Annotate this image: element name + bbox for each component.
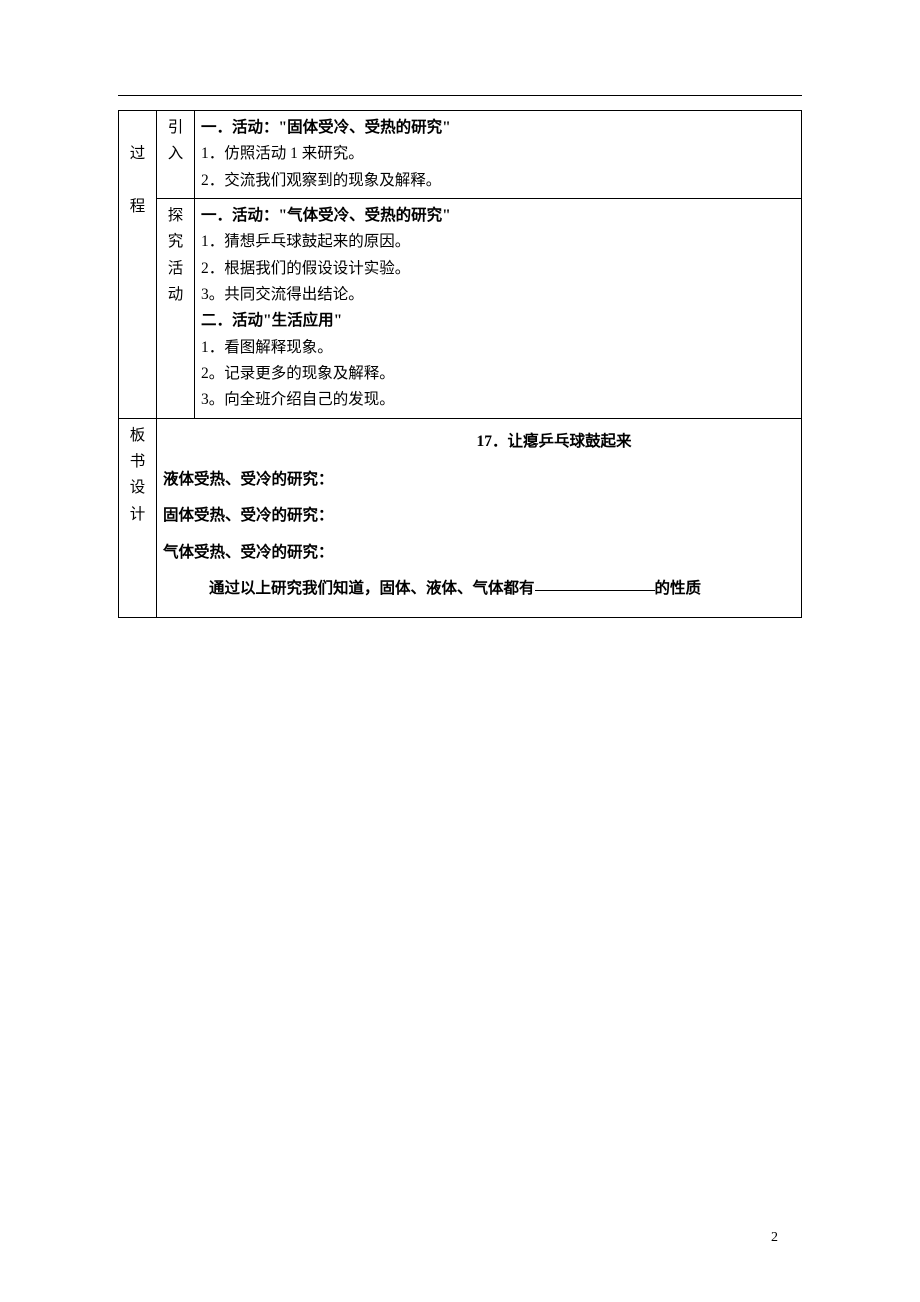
explore-label: 探究活动: [157, 199, 195, 419]
board-line: 气体受热、受冷的研究：: [163, 540, 795, 566]
explore-content: 一．活动："气体受冷、受热的研究" 1．猜想乒乓球鼓起来的原因。 2．根据我们的…: [195, 199, 802, 419]
col1-text: 过程: [130, 145, 146, 215]
process-label: 过程: [119, 111, 157, 419]
content-line: 1．猜想乒乓球鼓起来的原因。: [201, 229, 795, 255]
content-line: 2。记录更多的现象及解释。: [201, 361, 795, 387]
content-line: 1．仿照活动 1 来研究。: [201, 141, 795, 167]
table-row: 板书设计 17．让瘪乒乓球鼓起来 液体受热、受冷的研究： 固体受热、受冷的研究：…: [119, 418, 802, 617]
content-line: 2．根据我们的假设设计实验。: [201, 256, 795, 282]
content-line: 1．看图解释现象。: [201, 335, 795, 361]
board-title: 17．让瘪乒乓球鼓起来: [163, 423, 795, 457]
activity-heading: 一．活动："气体受冷、受热的研究": [201, 203, 795, 229]
content-line: 2．交流我们观察到的现象及解释。: [201, 168, 795, 194]
board-line: 固体受热、受冷的研究：: [163, 503, 795, 529]
content-line: 3。共同交流得出结论。: [201, 282, 795, 308]
activity-heading: 二．活动"生活应用": [201, 308, 795, 334]
board-conclusion: 通过以上研究我们知道，固体、液体、气体都有 的性质: [163, 576, 795, 602]
col1-text: 板书设计: [130, 427, 146, 523]
intro-content: 一．活动："固体受冷、受热的研究" 1．仿照活动 1 来研究。 2．交流我们观察…: [195, 111, 802, 199]
board-design-label: 板书设计: [119, 418, 157, 617]
fill-blank: [535, 590, 655, 591]
col2-text: 引入: [168, 119, 184, 162]
table-row: 过程 引入 一．活动："固体受冷、受热的研究" 1．仿照活动 1 来研究。 2．…: [119, 111, 802, 199]
conclusion-prefix: 通过以上研究我们知道，固体、液体、气体都有: [209, 580, 535, 597]
top-rule: [118, 95, 802, 96]
intro-label: 引入: [157, 111, 195, 199]
col2-text: 探究活动: [168, 207, 184, 303]
lesson-table: 过程 引入 一．活动："固体受冷、受热的研究" 1．仿照活动 1 来研究。 2．…: [118, 110, 802, 618]
conclusion-suffix: 的性质: [655, 580, 702, 597]
table-row: 探究活动 一．活动："气体受冷、受热的研究" 1．猜想乒乓球鼓起来的原因。 2．…: [119, 199, 802, 419]
page-number: 2: [771, 1230, 778, 1246]
board-design-content: 17．让瘪乒乓球鼓起来 液体受热、受冷的研究： 固体受热、受冷的研究： 气体受热…: [157, 418, 802, 617]
document-page: 过程 引入 一．活动："固体受冷、受热的研究" 1．仿照活动 1 来研究。 2．…: [0, 0, 920, 618]
board-line: 液体受热、受冷的研究：: [163, 467, 795, 493]
content-line: 3。向全班介绍自己的发现。: [201, 387, 795, 413]
activity-heading: 一．活动："固体受冷、受热的研究": [201, 115, 795, 141]
